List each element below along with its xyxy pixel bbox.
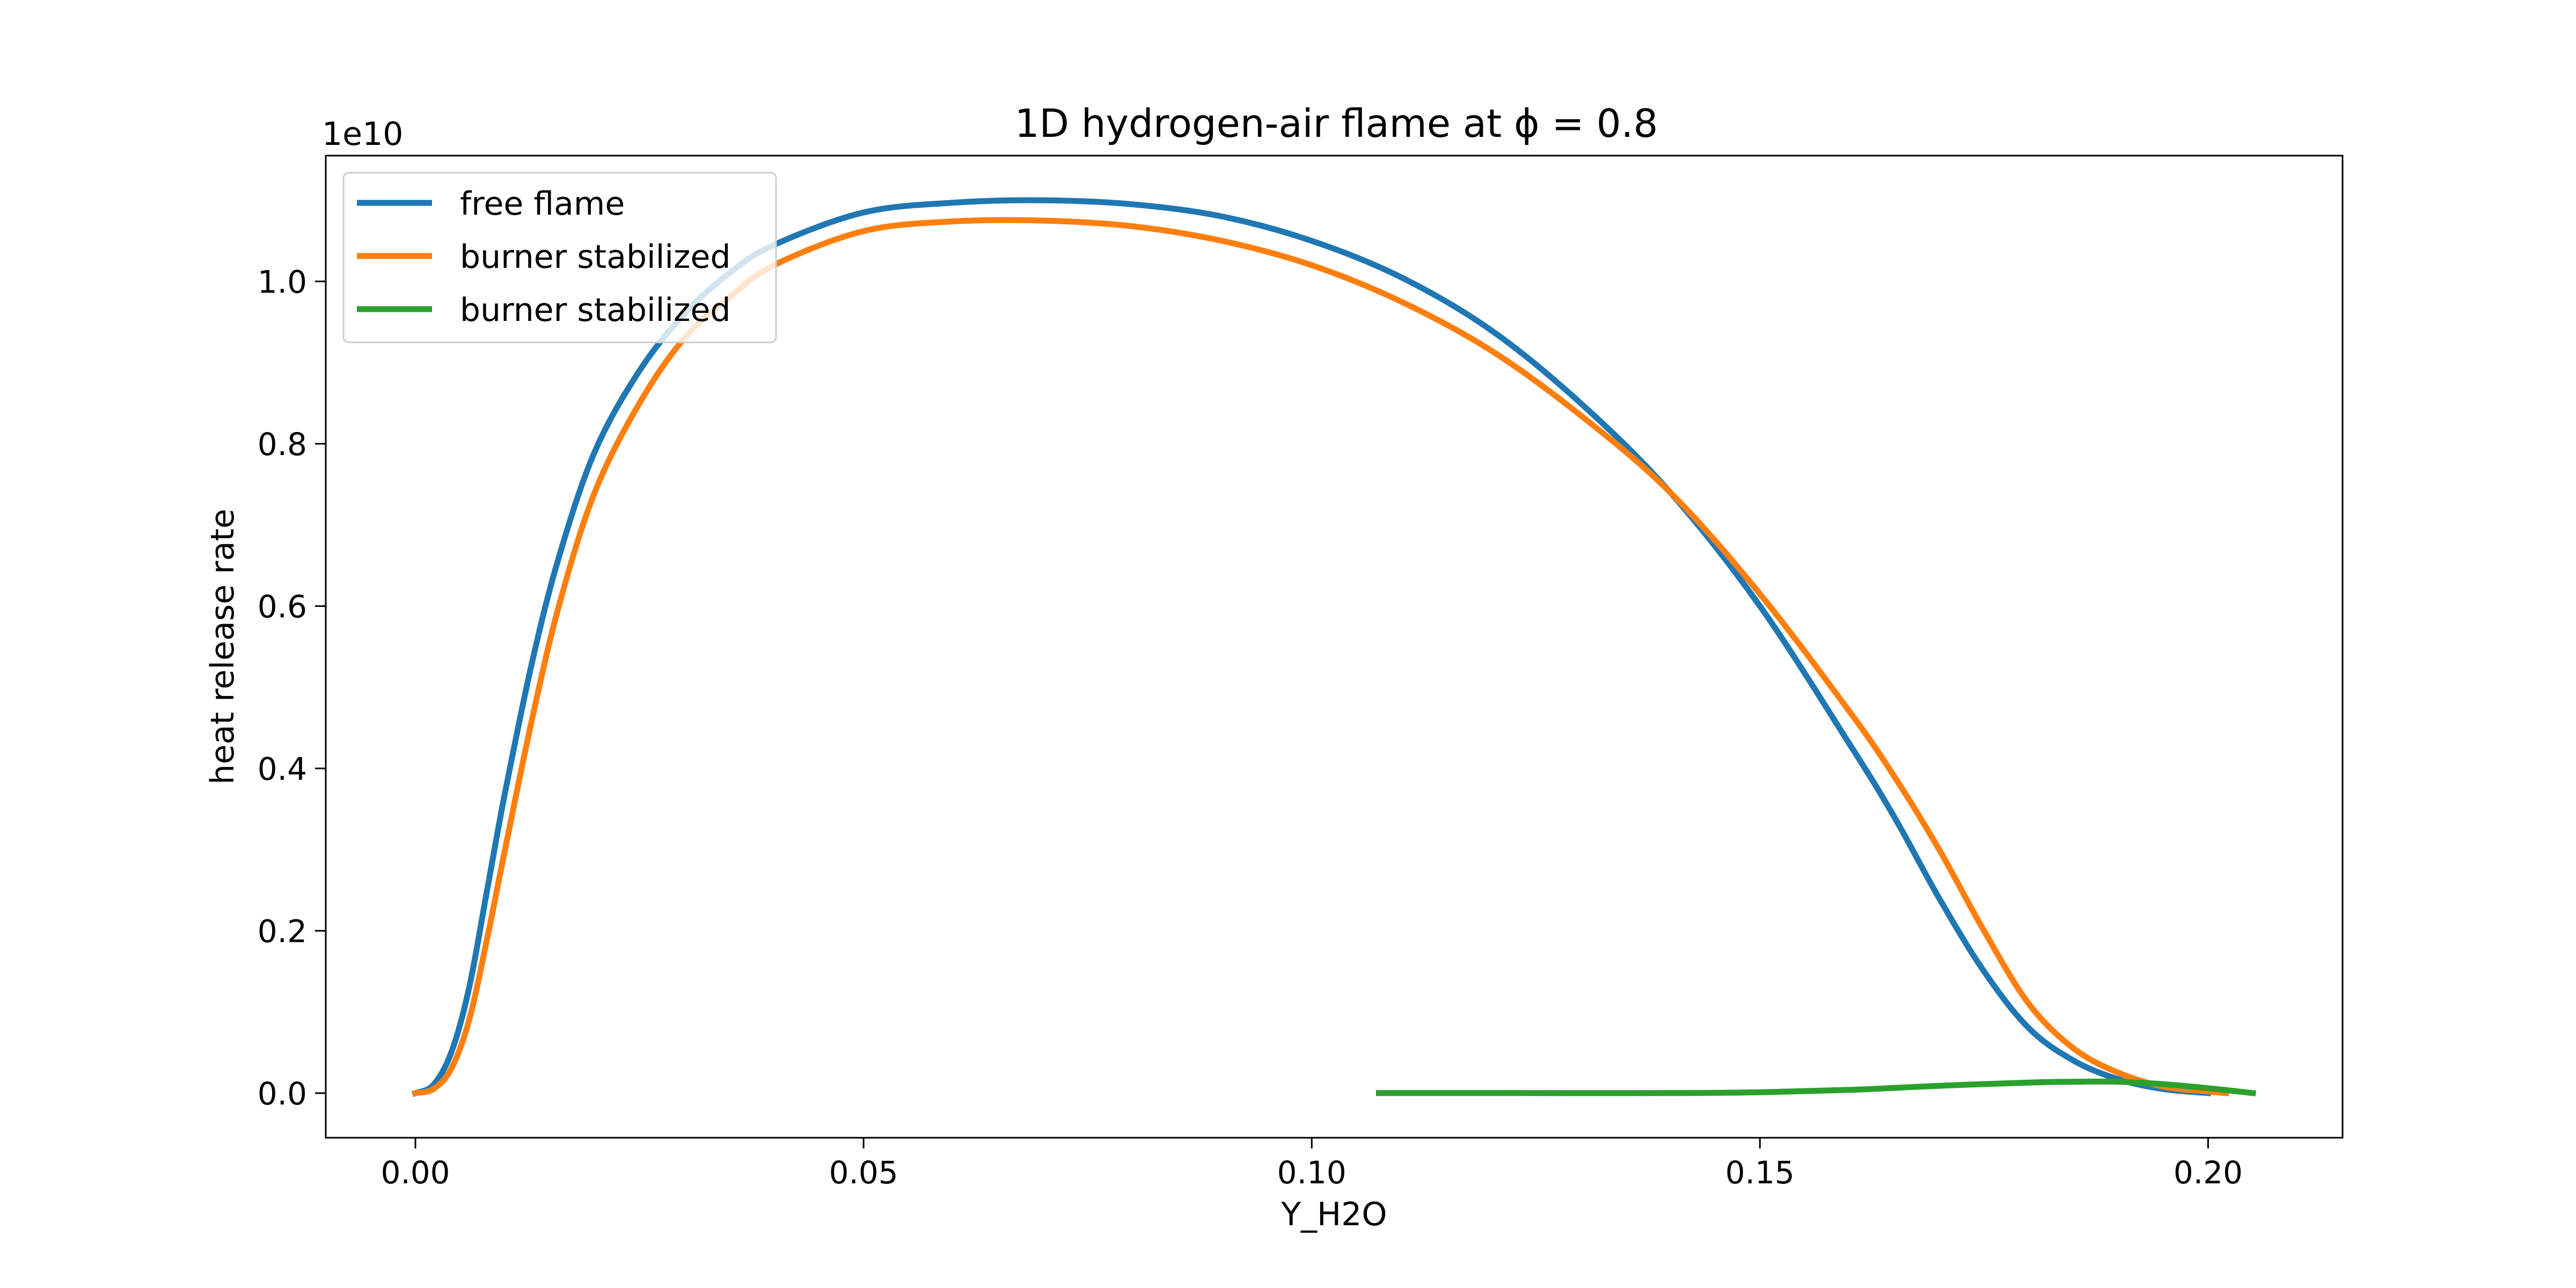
series-line-3 <box>1375 1078 2257 1096</box>
y-tick-label: 0.2 <box>258 913 307 949</box>
x-axis-ticks: 0.00 0.05 0.10 0.15 0.20 <box>380 1138 2243 1191</box>
y-tick-label: 0.8 <box>258 426 307 463</box>
y-tick-label: 0.6 <box>258 588 307 625</box>
x-tick-label: 0.20 <box>2174 1154 2243 1191</box>
y-tick-label: 0.0 <box>258 1075 307 1112</box>
x-tick-label: 0.10 <box>1277 1154 1346 1191</box>
y-axis-offset-label: 1e10 <box>322 115 403 153</box>
plot-area-frame <box>325 155 2344 1139</box>
legend-label: burner stabilized <box>460 291 731 329</box>
series-line-2 <box>412 217 2229 1097</box>
legend-label: free flame <box>460 185 625 223</box>
x-tick-label: 0.05 <box>829 1154 898 1191</box>
x-tick-label: 0.15 <box>1725 1154 1795 1191</box>
y-tick-label: 1.0 <box>258 264 307 300</box>
y-tick-label: 0.4 <box>258 751 307 787</box>
series-layer <box>411 197 2257 1097</box>
x-axis-label: Y_H2O <box>1280 1196 1387 1233</box>
y-axis-label: heat release rate <box>204 509 241 785</box>
legend-box <box>342 172 777 343</box>
series-line-1 <box>411 197 2212 1097</box>
legend: free flame burner stabilized burner stabil… <box>342 172 777 343</box>
y-axis-ticks: 0.0 0.2 0.4 0.6 0.8 1.0 <box>258 264 326 1112</box>
chart-title: 1D hydrogen-air flame at ϕ = 0.8 <box>1015 101 1658 146</box>
legend-label: burner stabilized <box>460 238 731 276</box>
x-tick-label: 0.00 <box>380 1154 450 1191</box>
